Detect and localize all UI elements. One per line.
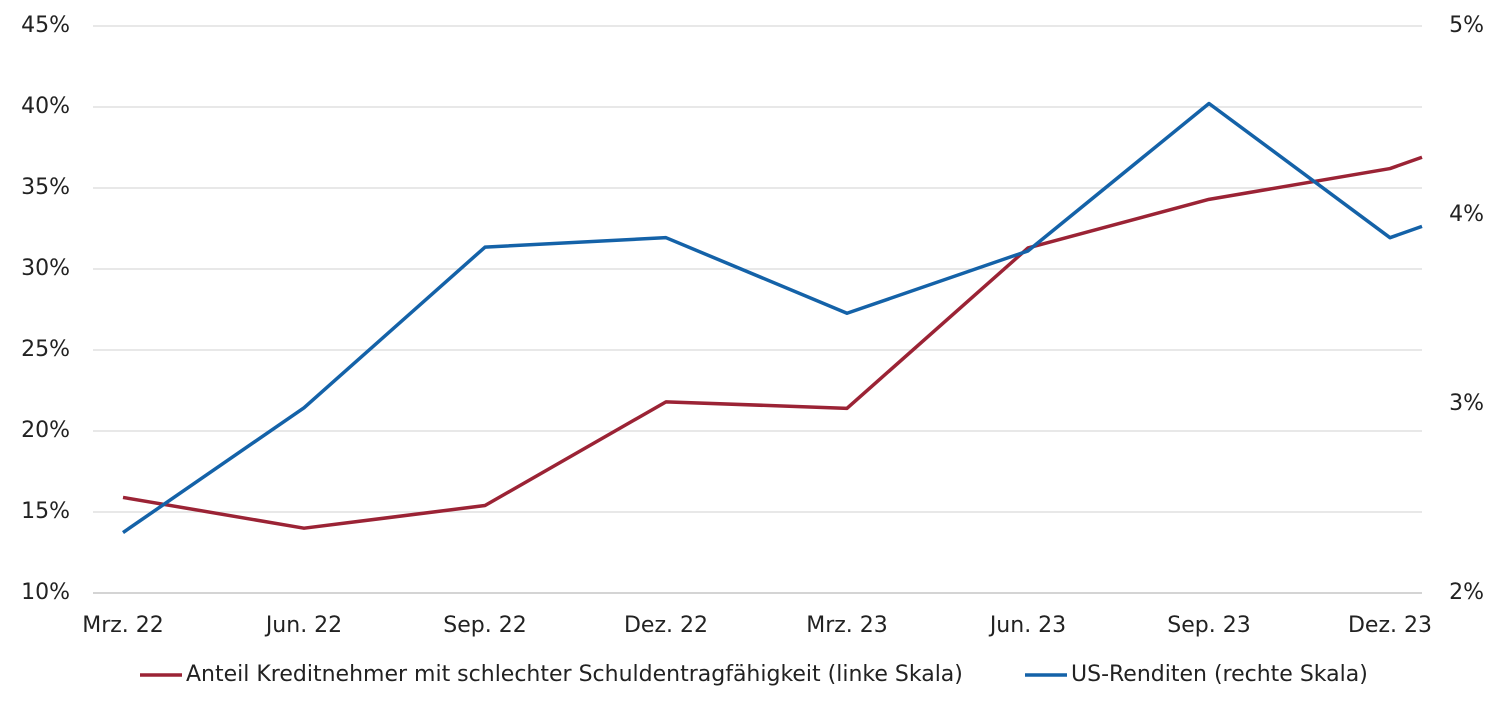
y-tick-label: 30%: [21, 256, 70, 281]
y-tick-label: 35%: [21, 175, 70, 200]
x-tick-label: Dez. 23: [1348, 613, 1432, 638]
series-line: [122, 101, 1423, 534]
x-tick-label: Mrz. 22: [82, 613, 164, 638]
x-tick-label: Jun. 22: [264, 613, 342, 638]
y2-tick-label: 4%: [1449, 202, 1484, 227]
x-tick-label: Mrz. 23: [806, 613, 888, 638]
x-tick-label: Sep. 22: [443, 613, 526, 638]
x-tick-label: Sep. 23: [1167, 613, 1250, 638]
series-line: [122, 155, 1423, 530]
y-tick-label: 10%: [21, 580, 70, 605]
y-tick-label: 45%: [21, 13, 70, 38]
y-tick-label: 20%: [21, 418, 70, 443]
y2-tick-label: 5%: [1449, 13, 1484, 38]
legend-label: US-Renditen (rechte Skala): [1071, 662, 1368, 687]
y-tick-label: 25%: [21, 337, 70, 362]
legend-label: Anteil Kreditnehmer mit schlechter Schul…: [186, 662, 963, 687]
y-tick-label: 40%: [21, 94, 70, 119]
x-tick-label: Dez. 22: [624, 613, 708, 638]
y2-tick-label: 2%: [1449, 580, 1484, 605]
x-tick-label: Jun. 23: [988, 613, 1066, 638]
y2-tick-label: 3%: [1449, 391, 1484, 416]
y-tick-label: 15%: [21, 499, 70, 524]
